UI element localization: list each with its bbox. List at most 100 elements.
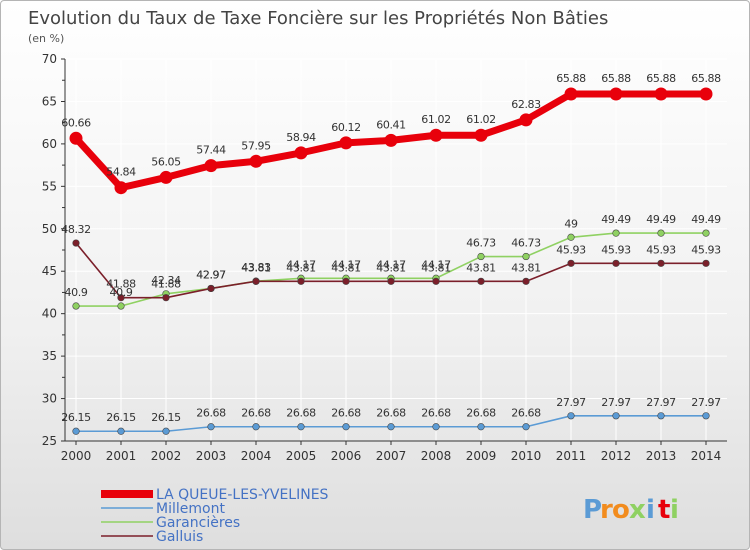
data-label-series-3-2003: 42.97: [196, 268, 226, 281]
series-3-point-2001: [117, 294, 125, 302]
series-2-point-2011: [567, 233, 575, 241]
data-label-series-3-2002: 41.88: [151, 278, 181, 291]
legend-label-2: Garancières: [156, 515, 240, 531]
data-label-series-2-2014: 49.49: [691, 213, 721, 226]
series-1-point-2006: [342, 423, 350, 431]
data-label-series-1-2002: 26.15: [151, 411, 181, 424]
data-label-series-2-2001: 40.9: [110, 286, 133, 299]
series-0-point-2013: [654, 87, 668, 101]
data-label-series-2-2003: 42.97: [196, 268, 226, 281]
series-0-point-2006: [339, 136, 353, 150]
data-label-series-0-2004: 57.95: [241, 139, 271, 152]
data-label-series-2-2007: 44.17: [376, 258, 406, 271]
series-2-point-2013: [657, 229, 665, 237]
series-3-point-2010: [522, 277, 530, 285]
series-2-point-2001: [117, 302, 125, 310]
series-0-point-2004: [249, 154, 263, 168]
series-3-point-2012: [612, 259, 620, 267]
series-3-point-2008: [432, 277, 440, 285]
series-1-point-2014: [702, 412, 710, 420]
xtick-label-2005: 2005: [286, 449, 317, 463]
series-0-point-2010: [519, 113, 533, 127]
series-0-point-2009: [474, 128, 488, 142]
data-label-series-1-2011: 27.97: [556, 396, 586, 409]
data-label-series-1-2000: 26.15: [61, 411, 91, 424]
data-label-series-0-2014: 65.88: [691, 72, 721, 85]
chart-title: Evolution du Taux de Taxe Foncière sur l…: [28, 8, 608, 29]
data-label-series-1-2010: 26.68: [511, 407, 541, 420]
ytick-label-35: 35: [42, 349, 57, 363]
data-label-series-3-2012: 45.93: [601, 243, 631, 256]
legend: LA QUEUE-LES-YVELINESMillemontGarancière…: [101, 487, 329, 545]
series-0-point-2008: [429, 128, 443, 142]
logo-letter-6: i: [670, 495, 679, 525]
series-1-point-2012: [612, 412, 620, 420]
series-1-point-2003: [207, 423, 215, 431]
data-label-series-1-2008: 26.68: [421, 407, 451, 420]
ytick-label-45: 45: [42, 264, 57, 278]
data-label-series-1-2004: 26.68: [241, 407, 271, 420]
series-2-point-2012: [612, 229, 620, 237]
xtick-label-2007: 2007: [376, 449, 407, 463]
data-label-series-2-2010: 46.73: [511, 237, 541, 250]
data-label-series-3-2011: 45.93: [556, 243, 586, 256]
data-label-series-3-2001: 41.88: [106, 278, 136, 291]
data-label-series-0-2005: 58.94: [286, 131, 316, 144]
chart-subtitle: (en %): [28, 32, 64, 45]
data-label-series-2-2011: 49: [564, 217, 578, 230]
logo-letter-0: P: [583, 495, 602, 525]
series-3-point-2006: [342, 277, 350, 285]
legend-label-1: Millemont: [156, 501, 225, 517]
series-1-point-2007: [387, 423, 395, 431]
axes-layer: 25 30 35 40 45 50 55 60 65 70 2000 2001 2002 2003 2004…: [42, 52, 727, 463]
series-2-point-2009: [477, 252, 485, 261]
data-label-series-3-2009: 43.81: [466, 261, 496, 274]
data-label-series-1-2014: 27.97: [691, 396, 721, 409]
xtick-label-2012: 2012: [601, 449, 632, 463]
series-1-point-2009: [477, 423, 485, 431]
series-2-point-2010: [522, 252, 530, 261]
xtick-label-2004: 2004: [241, 449, 272, 463]
series-0-point-2002: [159, 170, 173, 184]
xtick-label-2000: 2000: [61, 449, 92, 463]
ytick-label-30: 30: [42, 392, 57, 406]
data-label-series-2-2006: 44.17: [331, 258, 361, 271]
data-label-series-2-2002: 42.34: [151, 274, 181, 287]
series-0-point-2000: [69, 131, 83, 145]
xtick-label-2008: 2008: [421, 449, 452, 463]
data-label-series-1-2009: 26.68: [466, 407, 496, 420]
data-label-series-2-2013: 49.49: [646, 213, 676, 226]
xtick-label-2003: 2003: [196, 449, 227, 463]
series-0-point-2005: [294, 146, 308, 160]
data-label-series-0-2003: 57.44: [196, 144, 226, 157]
series-3-point-2003: [207, 284, 215, 293]
data-label-series-3-2005: 43.81: [286, 261, 316, 274]
data-label-series-0-2008: 61.02: [421, 113, 451, 126]
series-3-point-2000: [72, 239, 80, 247]
xtick-label-2002: 2002: [151, 449, 182, 463]
series-1-point-2002: [162, 427, 170, 435]
logo-letter-5: t: [658, 495, 670, 525]
logo-letter-4: i: [646, 495, 655, 525]
xtick-label-2001: 2001: [106, 449, 137, 463]
data-label-series-0-2011: 65.88: [556, 72, 586, 85]
xtick-label-2013: 2013: [646, 449, 677, 463]
data-label-series-1-2005: 26.68: [286, 407, 316, 420]
ytick-label-60: 60: [42, 137, 57, 151]
series-3-point-2009: [477, 277, 485, 285]
xtick-label-2010: 2010: [511, 449, 542, 463]
series-3-point-2013: [657, 259, 665, 267]
ytick-label-55: 55: [42, 179, 57, 193]
series-1-point-2005: [297, 423, 305, 431]
series-1-point-2008: [432, 423, 440, 431]
ytick-label-65: 65: [42, 94, 57, 108]
data-label-series-3-2000: 48.32: [61, 223, 91, 236]
series-0-point-2003: [204, 159, 218, 173]
data-label-series-0-2002: 56.05: [151, 155, 181, 168]
series-1-point-2000: [72, 427, 80, 435]
series-2-point-2014: [702, 229, 710, 237]
data-label-series-3-2006: 43.81: [331, 261, 361, 274]
series-1-point-2013: [657, 412, 665, 420]
data-label-series-3-2007: 43.81: [376, 261, 406, 274]
